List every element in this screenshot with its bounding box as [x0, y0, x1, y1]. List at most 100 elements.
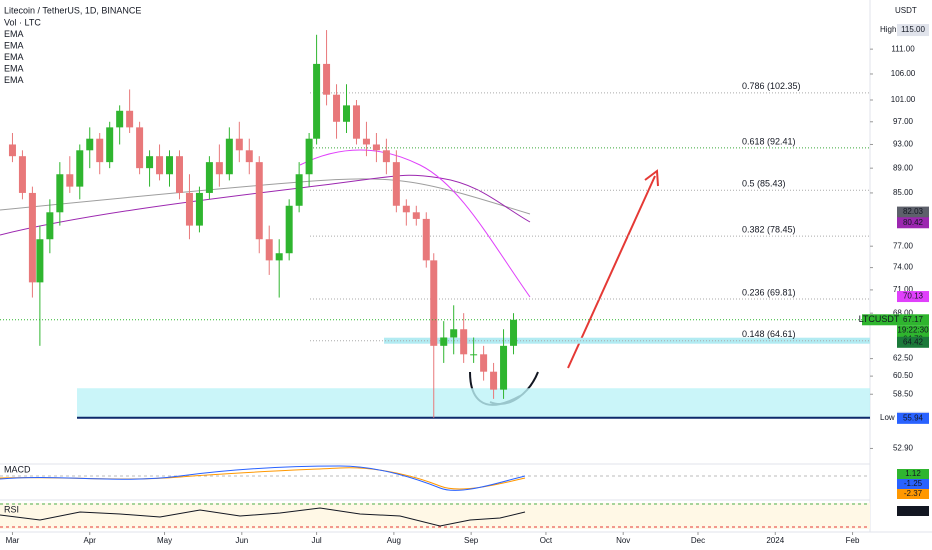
- low-label: Low: [880, 413, 895, 422]
- candle-body: [430, 260, 438, 346]
- y-tick-label: 68.00: [893, 308, 914, 317]
- candle-body: [195, 192, 203, 226]
- x-tick-label: 2024: [766, 536, 784, 545]
- macd-tag: [897, 469, 929, 479]
- price-tag-label: 55.94: [903, 413, 924, 422]
- candle-body: [235, 138, 243, 151]
- countdown-box: [897, 325, 929, 336]
- price-tag-label: 82.03: [903, 207, 924, 216]
- candle-body: [333, 94, 341, 122]
- candle-body: [412, 212, 420, 219]
- y-tick-label: 74.00: [893, 263, 914, 272]
- arrow-head: [644, 169, 659, 187]
- y-tick-label: 58.50: [893, 389, 914, 398]
- candle-body: [46, 212, 54, 240]
- candle-body: [305, 138, 313, 175]
- candle-body: [500, 345, 508, 390]
- candle-body: [285, 205, 293, 254]
- y-tick-label: 85.00: [893, 188, 914, 197]
- x-tick-label: Mar: [6, 536, 20, 545]
- candle-body: [215, 162, 223, 175]
- candle-body: [402, 205, 410, 213]
- candle-body: [382, 150, 390, 163]
- high-label: High: [880, 25, 896, 34]
- fib-zone: [384, 337, 870, 344]
- candle-body: [126, 110, 134, 128]
- macd-tag: [897, 489, 929, 499]
- fib-label: 0.786 (102.35): [742, 81, 801, 91]
- price-tag-label: 80.42: [903, 218, 924, 227]
- candle-body: [510, 319, 518, 346]
- rsi-tag: [897, 506, 929, 516]
- candle-body: [76, 150, 84, 187]
- y-tick-label: 106.00: [891, 69, 916, 78]
- macd-tag: [897, 479, 929, 489]
- x-tick-label: Jul: [311, 536, 321, 545]
- rsi-value: 53.79: [903, 506, 924, 515]
- arrow-shaft: [567, 175, 656, 369]
- candle-body: [136, 127, 144, 169]
- candle-body: [323, 63, 331, 95]
- candle-body: [460, 329, 468, 355]
- candle-body: [156, 156, 164, 175]
- macd-line: [0, 465, 526, 491]
- x-tick-label: Sep: [464, 536, 479, 545]
- candle-body: [392, 162, 400, 206]
- macd-value: -1.25: [904, 479, 923, 488]
- candle-body: [255, 162, 263, 240]
- price-tag: [897, 206, 929, 218]
- price-tag-label: 64.42: [903, 337, 924, 346]
- currency: USDT: [895, 6, 917, 15]
- macd-value: 1.12: [905, 469, 921, 478]
- price-tag: [897, 314, 929, 326]
- candle-body: [422, 218, 430, 261]
- indicator-label: EMA: [4, 52, 24, 62]
- candle-body: [343, 105, 351, 122]
- symbol-title: Litecoin / TetherUS, 1D, BINANCE: [4, 5, 141, 15]
- y-tick-label: 93.00: [893, 140, 914, 149]
- x-tick-label: May: [157, 536, 172, 545]
- candle-body: [295, 174, 303, 206]
- price-tag: [897, 412, 929, 424]
- rsi-line: [0, 507, 526, 527]
- candle-body: [440, 337, 448, 346]
- fib-label: 0.382 (78.45): [742, 225, 796, 235]
- candle-body: [146, 156, 154, 169]
- ema-line: [0, 174, 531, 236]
- candle-body: [275, 253, 283, 261]
- indicator-label: EMA: [4, 63, 24, 73]
- price-tag-label: 70.13: [903, 292, 924, 301]
- candle-body: [8, 144, 16, 157]
- support-zone: [77, 388, 870, 418]
- high-value: 115.00: [901, 25, 925, 34]
- y-tick-label: 77.00: [893, 241, 914, 250]
- symbol-tag: LTCUSDT: [859, 314, 900, 324]
- y-tick-label: 71.00: [893, 285, 914, 294]
- candle-body: [175, 156, 183, 193]
- macd-label: MACD: [4, 464, 31, 474]
- x-tick-label: Jun: [235, 536, 248, 545]
- rsi-label: RSI: [4, 504, 19, 514]
- indicator-label: EMA: [4, 29, 24, 39]
- fib-label: 0.5 (85.43): [742, 179, 786, 189]
- price-tag-label: 67.17: [903, 315, 924, 324]
- y-tick-label: 101.00: [891, 95, 916, 104]
- countdown: 19:22:30: [897, 325, 929, 334]
- candle-body: [56, 174, 64, 213]
- fib-label: 0.618 (92.41): [742, 136, 796, 146]
- x-tick-label: Nov: [616, 536, 630, 545]
- x-tick-label: Aug: [387, 536, 401, 545]
- candle-body: [96, 138, 104, 163]
- candle-body: [18, 156, 26, 193]
- indicator-label: Vol · LTC: [4, 17, 41, 27]
- fib-label: 0.148 (64.61): [742, 329, 796, 339]
- price-tag: [897, 217, 929, 229]
- symbol-tag-box: [862, 314, 897, 326]
- x-tick-label: Oct: [540, 536, 553, 545]
- macd-value: -2.37: [904, 489, 923, 498]
- price-tag: [897, 336, 929, 348]
- candle-body: [185, 192, 193, 226]
- high-tag: [897, 24, 929, 37]
